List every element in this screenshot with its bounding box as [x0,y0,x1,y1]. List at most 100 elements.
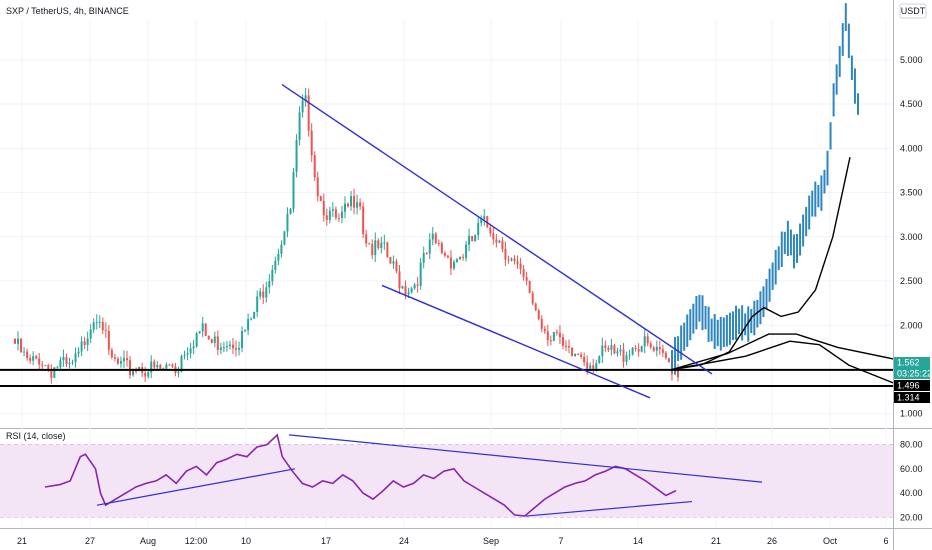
projection-bar [741,305,744,341]
candle-body [41,364,44,366]
candle-body [126,358,129,361]
candle-body [56,367,59,369]
candle-body [101,321,104,331]
candle-body [307,95,310,131]
chart-title: SXP / TetherUS, 4h, BINANCE [6,6,129,16]
candle-body [17,338,20,344]
candle-body [340,211,343,219]
candle-body [62,357,65,361]
price-series [14,3,859,384]
rsi-trendline[interactable] [96,468,296,506]
projection-bar [728,312,731,345]
candle-body [180,355,183,372]
candle-body [613,345,616,354]
candle-body [253,311,256,319]
candle-body [628,354,631,356]
candle-body [552,332,555,341]
candle-body [462,256,465,259]
candle-body [365,234,368,244]
candle-body [489,227,492,234]
candle-body [241,331,244,349]
candle-body [295,140,298,173]
candle-body [225,346,228,348]
candle-body [389,257,392,264]
candle-body [277,253,280,261]
candle-body [589,365,592,369]
candle-body [198,331,201,334]
candle-body [47,365,50,371]
candle-body [235,348,237,350]
candle-body [353,196,356,208]
projection-bar [811,190,814,217]
price-tick-label: 2.000 [900,320,923,330]
candle-body [383,242,386,244]
candle-body [129,360,132,376]
projection-bar [808,195,811,230]
candle-body [528,280,531,294]
rsi-title: RSI (14, close) [6,431,66,441]
candle-body [104,330,107,332]
candle-body [213,336,216,343]
price-trendline[interactable] [281,84,713,375]
projection-bar [765,278,768,310]
candle-body [71,362,74,364]
candle-body [486,216,489,228]
price-badges: 1.562 03:25:22 1.496 1.314 [894,357,932,403]
candle-body [337,217,340,219]
price-trendline[interactable] [381,284,651,399]
candle-body [334,209,337,218]
projection-bar [753,300,756,336]
candle-body [186,353,189,355]
currency-badge-box[interactable] [899,3,927,19]
rsi-trendline[interactable] [525,500,693,517]
candle-body [474,235,477,242]
candle-body [574,353,577,357]
projection-bar [832,83,835,117]
time-tick-label: 27 [85,536,95,546]
time-tick-label: 17 [321,536,331,546]
candle-body [289,208,292,214]
price-tick-label: 3.500 [900,188,923,198]
projection-bar [844,3,847,31]
candle-body [150,361,153,373]
candle-body [425,253,428,255]
time-tick-label: 26 [767,536,777,546]
projection-bar [771,262,774,290]
candle-body [434,233,437,244]
candle-body [65,357,68,365]
candle-body [147,372,150,377]
projection-bar [725,314,728,347]
projection-bar [759,291,762,325]
moving-average-line[interactable] [671,340,894,384]
candle-body [507,259,510,261]
candle-body [319,196,322,201]
candle-body [428,239,431,254]
candle-body [498,240,501,243]
candle-body [44,365,47,367]
projection-bar [671,350,673,372]
candle-body [301,100,304,113]
candle-body [537,310,540,320]
candle-body [50,370,53,378]
candle-body [398,271,401,289]
candle-body [610,345,613,350]
candle-body [343,203,346,212]
price-tick-label: 2.500 [900,276,923,286]
candle-body [604,345,607,348]
projection-bar [701,295,704,331]
candle-body [655,347,658,351]
rsi-line[interactable] [44,433,677,517]
candle-body [577,353,580,355]
currency-badge[interactable]: USDT [901,6,926,16]
moving-average-line[interactable] [671,333,894,371]
candle-body [283,231,286,245]
candle-body [598,356,601,364]
rsi-trendline[interactable] [288,434,763,483]
candle-body [313,155,316,178]
candle-body [564,345,567,347]
candle-body [549,340,552,342]
candle-body [625,355,628,362]
candle-body [571,347,574,357]
candle-body [392,261,395,264]
